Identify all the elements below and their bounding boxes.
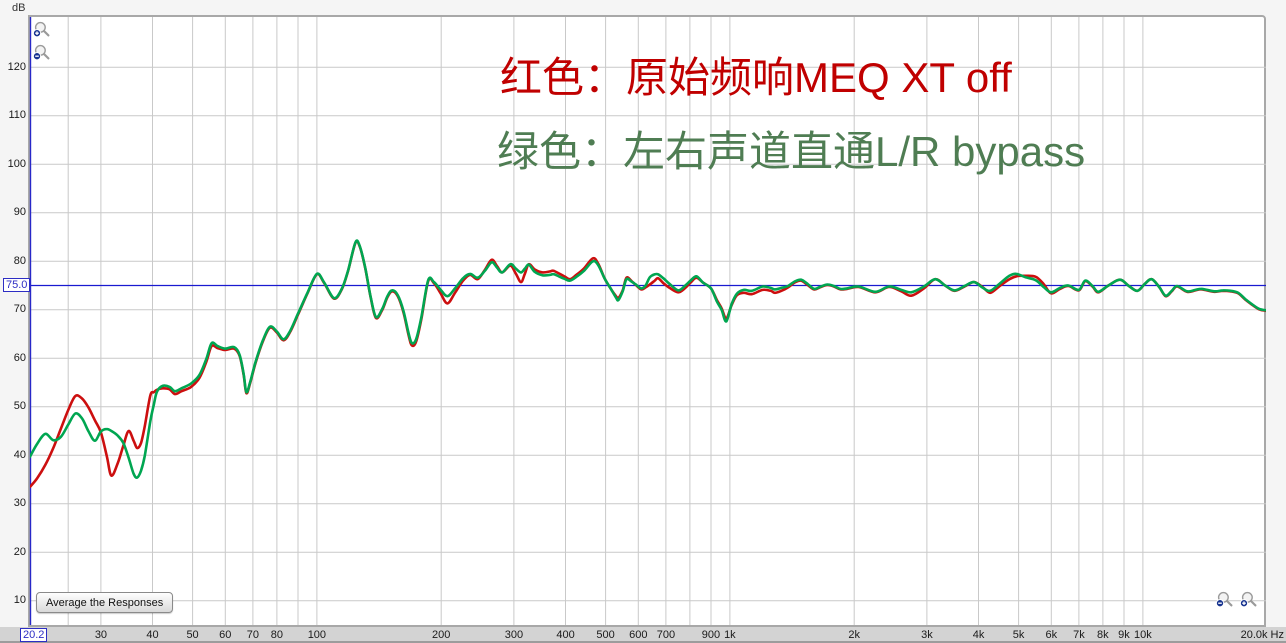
x-axis-tick-label: 1k [724, 629, 736, 641]
x-axis-tick-label: 60 [219, 629, 232, 641]
trace-red-meq-xt-off [30, 239, 1266, 489]
x-axis-tick-label: 600 [629, 629, 648, 641]
legend-note-red: 红色：原始频响MEQ XT off [500, 54, 1012, 101]
average-responses-button[interactable]: Average the Responses [36, 592, 174, 613]
y-axis-unit-label: dB [12, 2, 26, 14]
x-axis-tick-label: 400 [556, 629, 575, 641]
y-axis-tick-label: 80 [13, 254, 26, 267]
x-axis-tick-label: 500 [596, 629, 615, 641]
x-axis-tick-label: 40 [146, 629, 159, 641]
x-axis-end-label: 20.0k Hz [1240, 629, 1284, 641]
y-axis-tick-label: 20 [13, 545, 26, 558]
y-axis-tick-label: 70 [13, 303, 26, 316]
zoom-in-y-magnifier-icon[interactable] [32, 21, 52, 40]
x-axis-tick-label: 900 [701, 629, 721, 641]
trace-green-lr-bypass [30, 239, 1266, 479]
y-axis-tick-label: 10 [13, 594, 26, 607]
x-axis-tick-label: 200 [432, 629, 451, 641]
y-axis-tick-label: 90 [13, 206, 26, 219]
x-axis-tick-label: 5k [1012, 629, 1025, 641]
x-axis-tick-label: 80 [270, 629, 283, 641]
x-axis-tick-label: 2k [848, 629, 861, 641]
legend-note-green: 绿色：左右声道直通L/R bypass [497, 128, 1086, 175]
x-axis-tick-label: 70 [246, 629, 260, 641]
plot-frame [28, 15, 1266, 627]
x-axis-start-readout: 20.2 [20, 628, 48, 642]
zoom-in-x-magnifier-icon[interactable] [1239, 591, 1259, 610]
zoom-out-x-magnifier-icon[interactable] [1215, 591, 1235, 610]
x-axis-tick-label: 7k [1073, 629, 1085, 641]
x-axis-tick-label: 9k [1118, 629, 1130, 641]
x-axis-tick-label: 10k [1134, 629, 1152, 641]
x-axis-tick-label: 8k [1097, 629, 1109, 641]
x-axis [0, 627, 1286, 643]
x-axis-tick-label: 30 [94, 629, 108, 641]
y-axis-tick-label: 110 [8, 109, 26, 122]
cursor-level-readout[interactable]: 75.0 [3, 278, 31, 292]
y-axis-tick-label: 120 [7, 60, 26, 73]
y-axis-tick-label: 100 [7, 157, 26, 170]
y-axis-tick-label: 50 [13, 400, 26, 413]
x-axis-tick-label: 6k [1045, 629, 1058, 641]
y-axis-tick-label: 30 [13, 497, 26, 510]
x-axis-tick-label: 300 [504, 629, 524, 641]
y-axis-tick-label: 60 [13, 351, 26, 364]
x-axis-tick-label: 100 [307, 629, 327, 641]
x-axis-tick-label: 700 [656, 629, 676, 641]
x-axis-tick-label: 3k [921, 629, 933, 641]
x-axis-tick-label: 50 [186, 629, 199, 641]
y-axis-tick-label: 40 [13, 448, 26, 461]
zoom-out-y-magnifier-icon[interactable] [32, 44, 52, 63]
x-axis-tick-label: 4k [972, 629, 985, 641]
